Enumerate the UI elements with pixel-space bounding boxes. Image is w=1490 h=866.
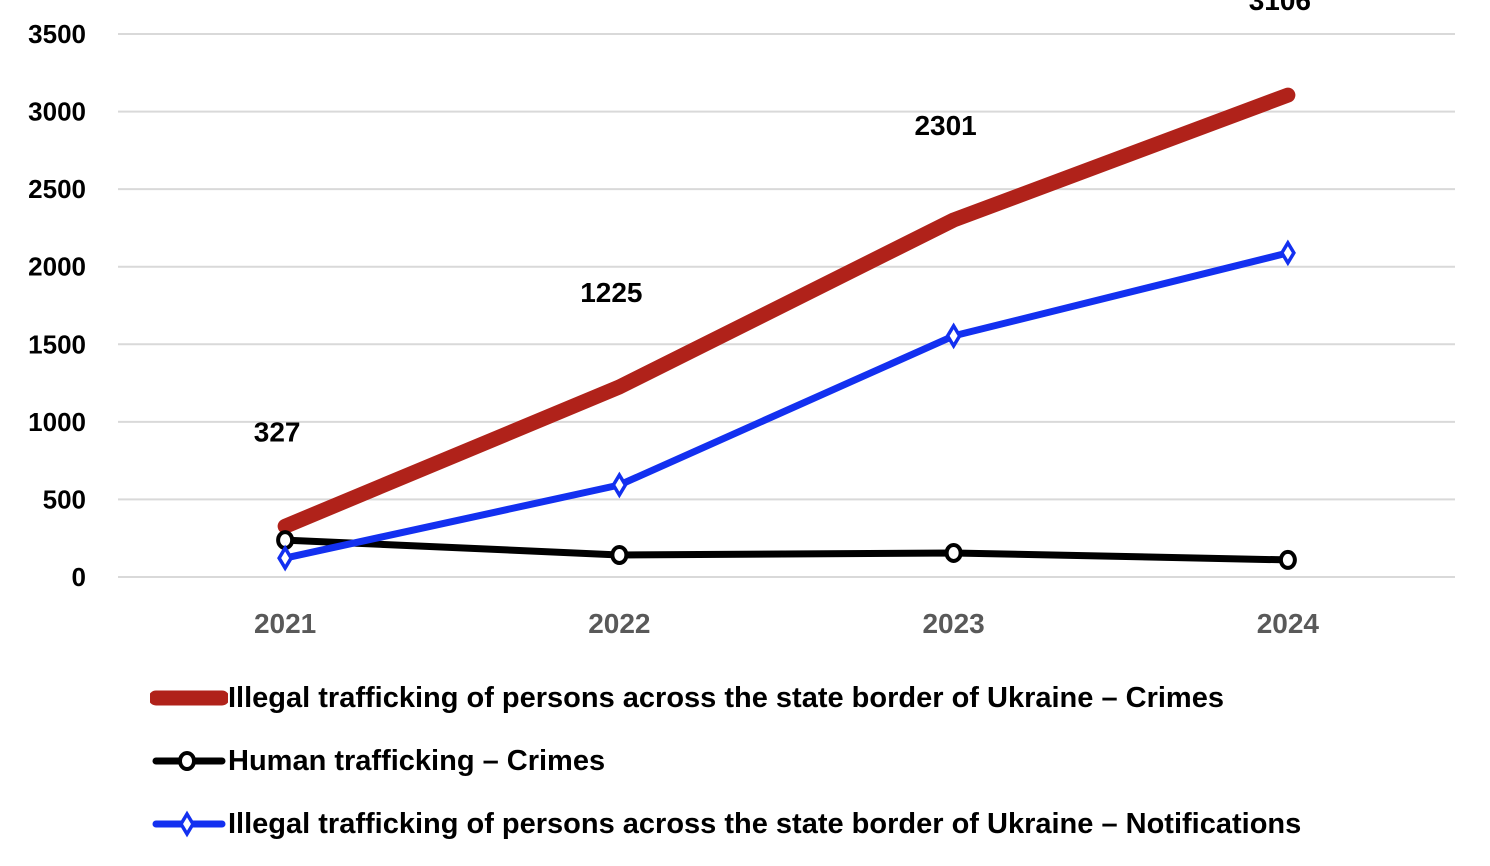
x-tick-label: 2021 bbox=[254, 608, 316, 639]
data-label: 327 bbox=[254, 416, 301, 447]
y-tick-label: 2500 bbox=[28, 174, 86, 204]
legend-label: Illegal trafficking of persons across th… bbox=[228, 807, 1302, 840]
plot-area: 0 500 1000 1500 2000 2500 3000 3500 2021 2022 2023… bbox=[28, 0, 1455, 639]
data-point bbox=[611, 471, 628, 499]
legend-swatch bbox=[152, 751, 226, 771]
legend-label: Illegal trafficking of persons across th… bbox=[228, 681, 1224, 714]
legend-swatch bbox=[150, 690, 228, 706]
data-label: 3106 bbox=[1249, 0, 1311, 16]
y-tick-label: 1500 bbox=[28, 329, 86, 359]
legend-item: Human trafficking – Crimes bbox=[150, 741, 605, 781]
x-tick-label: 2024 bbox=[1257, 608, 1320, 639]
data-point bbox=[277, 544, 294, 572]
data-point bbox=[1278, 549, 1297, 570]
data-point bbox=[945, 322, 962, 350]
legend-item: Illegal trafficking of persons across th… bbox=[150, 678, 1224, 718]
data-label: 2301 bbox=[914, 110, 976, 141]
y-tick-label: 0 bbox=[72, 562, 86, 592]
data-label: 1225 bbox=[580, 277, 642, 308]
legend-swatch bbox=[152, 810, 226, 838]
y-tick-label: 1000 bbox=[28, 407, 86, 437]
series-line bbox=[281, 249, 1292, 562]
legend-item: Illegal trafficking of persons across th… bbox=[150, 804, 1301, 844]
data-point bbox=[610, 544, 629, 565]
series-line bbox=[281, 536, 1292, 564]
y-tick-label: 3500 bbox=[28, 19, 86, 49]
legend-label: Human trafficking – Crimes bbox=[228, 744, 606, 777]
x-tick-label: 2022 bbox=[588, 608, 650, 639]
y-tick-label: 2000 bbox=[28, 252, 86, 282]
data-point bbox=[1279, 239, 1296, 267]
y-tick-label: 3000 bbox=[28, 97, 86, 127]
data-point bbox=[944, 542, 963, 563]
series-line bbox=[277, 87, 1296, 534]
y-tick-label: 500 bbox=[43, 484, 86, 514]
x-tick-label: 2023 bbox=[922, 608, 984, 639]
